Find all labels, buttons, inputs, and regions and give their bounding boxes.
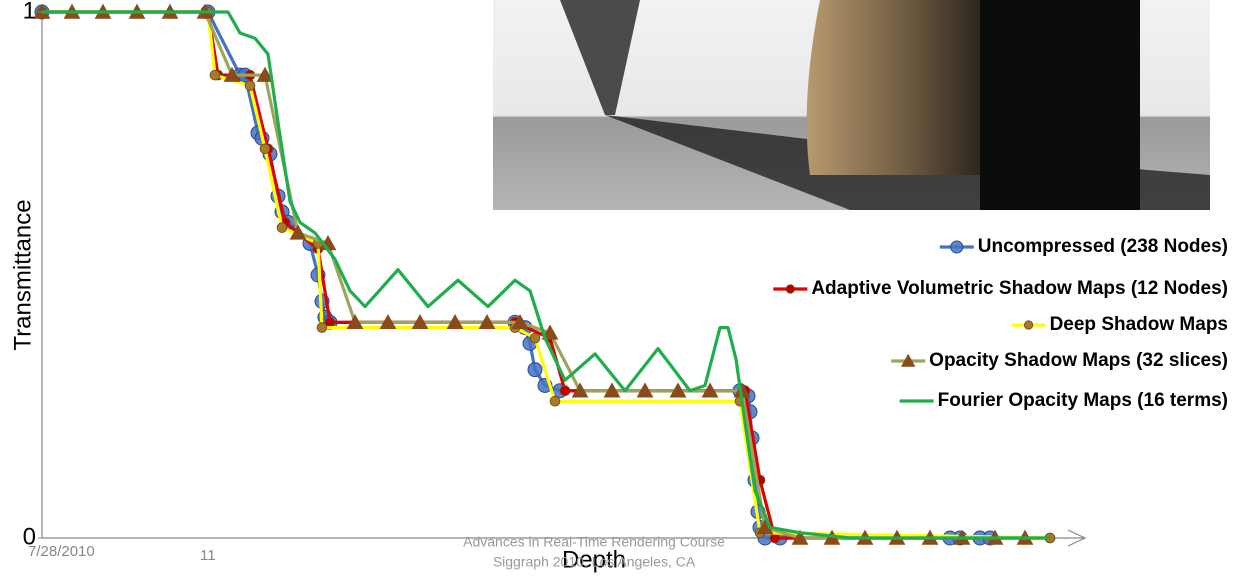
marker: [317, 323, 327, 333]
marker: [560, 386, 570, 396]
legend-label: Uncompressed (238 Nodes): [978, 236, 1228, 257]
y-tick-label: 0: [23, 523, 36, 550]
marker: [245, 81, 255, 91]
footer-venue: Siggraph 2010, Los Angeles, CA: [493, 554, 696, 570]
marker: [260, 144, 270, 154]
legend-marker: [786, 285, 794, 293]
legend-label: Opacity Shadow Maps (32 slices): [929, 350, 1228, 371]
slide: Transmittance Depth 7/28/2010 11 Advance…: [0, 0, 1247, 578]
marker: [530, 333, 540, 343]
footer-date: 7/28/2010: [28, 543, 95, 560]
legend-label: Deep Shadow Maps: [1050, 314, 1228, 335]
y-axis-label: Transmittance: [9, 199, 36, 350]
marker: [528, 363, 542, 377]
legend-label: Fourier Opacity Maps (16 terms): [938, 390, 1228, 411]
legend-marker: [1024, 321, 1032, 329]
legend: Uncompressed (238 Nodes) Adaptive Volumet…: [773, 236, 1228, 411]
legend-label: Adaptive Volumetric Shadow Maps (12 Node…: [811, 278, 1228, 299]
footer-page: 11: [200, 547, 216, 564]
footer-course: Advances in Real-Time Rendering Course: [463, 534, 725, 550]
marker: [210, 70, 220, 80]
marker: [277, 223, 287, 233]
render-image: [493, 0, 1210, 210]
marker: [550, 396, 560, 406]
page: {"chart_data": { "type": "line", "y_labe…: [0, 0, 1247, 578]
y-tick-label: 1: [23, 0, 36, 24]
legend-marker: [951, 241, 963, 253]
